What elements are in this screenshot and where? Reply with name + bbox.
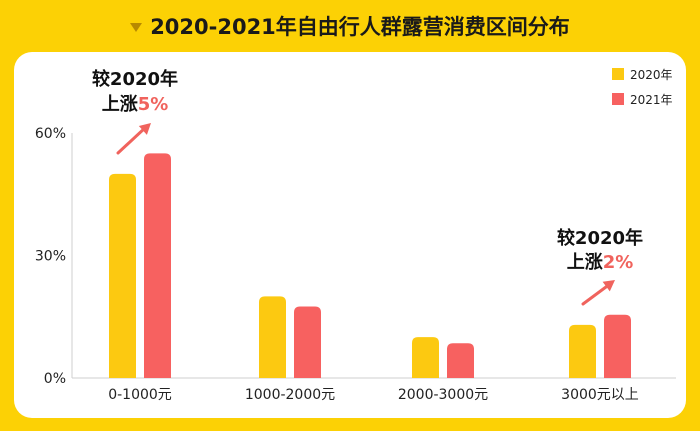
chart-axes: 0% 30% 60% (35, 126, 676, 387)
bar-2020 (109, 173, 136, 378)
bar-2021 (447, 343, 474, 378)
title-bar: 2020-2021年自由行人群露营消费区间分布 (0, 0, 700, 52)
y-tick-label: 0% (44, 371, 66, 387)
bar-2021 (294, 306, 321, 378)
arrow-up-right-icon (581, 282, 612, 306)
annotation-value: 5% (138, 94, 169, 115)
annotation-value: 2% (603, 252, 634, 273)
bar-2020 (259, 296, 286, 378)
annotation-line2: 上涨5% (102, 94, 169, 115)
chart-labels: 0-1000元 1000-2000元 2000-3000元 3000元以上 (108, 387, 639, 403)
annotation-line2: 上涨2% (567, 252, 634, 273)
chart-bars (109, 153, 631, 378)
legend-label: 2021年 (630, 93, 673, 107)
x-tick-label: 2000-3000元 (398, 387, 488, 403)
annotation-line1: 较2020年 (557, 227, 643, 249)
annotation-prefix: 上涨 (102, 94, 138, 115)
triangle-down-icon (130, 22, 143, 32)
x-tick-label: 0-1000元 (108, 387, 172, 403)
x-tick-label: 3000元以上 (561, 387, 639, 403)
legend-swatch (612, 68, 624, 80)
page-title: 2020-2021年自由行人群露营消费区间分布 (150, 15, 570, 39)
bar-2021 (144, 153, 171, 378)
chart-legend: 2020年 2021年 (612, 68, 673, 107)
arrow-head-icon (602, 280, 615, 292)
bar-2020 (569, 324, 596, 378)
bar-2020 (412, 337, 439, 378)
y-tick-label: 30% (35, 249, 66, 265)
y-tick-label: 60% (35, 126, 66, 142)
legend-swatch (612, 93, 624, 105)
x-tick-label: 1000-2000元 (245, 387, 335, 403)
annotation-line1: 较2020年 (92, 68, 178, 90)
arrow-head-icon (138, 123, 151, 135)
arrow-up-right-icon (116, 125, 148, 155)
bar-2021 (604, 314, 631, 378)
legend-label: 2020年 (630, 68, 673, 82)
annotation-prefix: 上涨 (567, 252, 603, 273)
